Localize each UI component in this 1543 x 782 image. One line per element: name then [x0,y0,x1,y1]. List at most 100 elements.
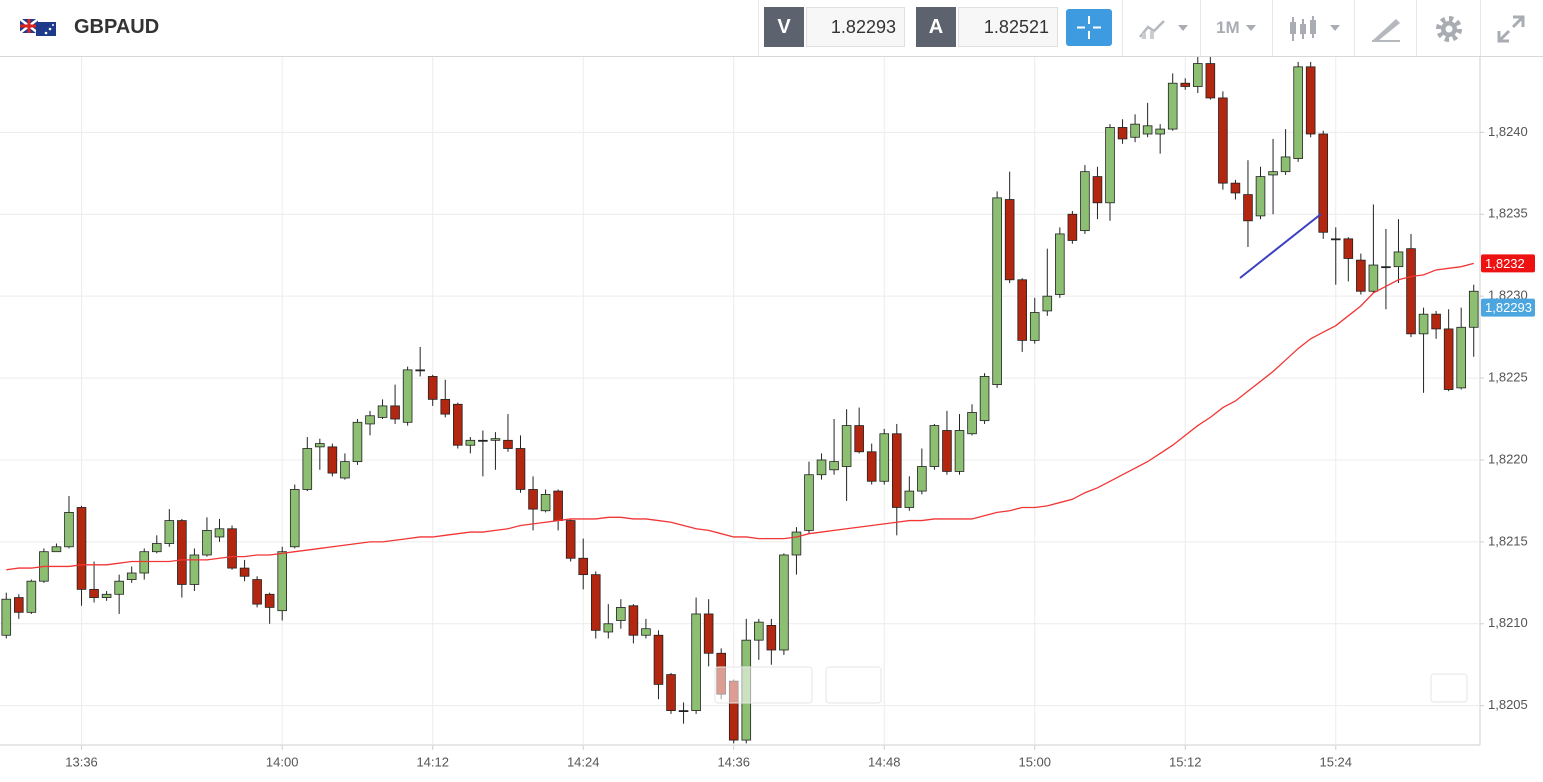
candle-body [1218,97,1228,184]
grid [0,57,1484,750]
candle-body [1130,123,1140,138]
candle-body [415,369,425,372]
y-tick-label: 1,8205 [1488,697,1528,712]
candle-body [528,489,538,510]
candle-body [553,490,563,521]
candle-style-button[interactable] [1288,14,1344,44]
y-tick-label: 1,8215 [1488,533,1528,548]
divider [1480,0,1481,56]
candle-body [992,197,1002,386]
candle-body [678,710,689,712]
candle-body [202,530,212,556]
candle-body [641,628,651,636]
candle-body [315,443,325,448]
candle-body [101,593,112,598]
trend-line-drawing [1239,213,1322,279]
settings-button[interactable] [1434,14,1464,44]
symbol: GBPAUD [74,16,160,38]
candle-body [289,489,300,548]
candle-body [816,459,827,476]
candle-body [904,490,915,508]
candle-body [779,554,789,651]
chart-type-button[interactable] [1138,17,1190,41]
chart: 1,82051,82101,82151,82201,82251,82301,82… [0,57,1535,769]
candle-body [26,580,37,613]
bid-price[interactable]: 1.82293 [806,7,905,47]
y-tick-label: 1,8210 [1488,615,1528,630]
candle-body [302,448,313,490]
candle-body [616,607,626,621]
y-tick-label: 1,8240 [1488,124,1528,139]
candle-body [603,623,614,633]
candle-body [277,551,287,612]
price-marker [1481,298,1535,317]
candle-body [1381,266,1391,269]
candle-body [1142,125,1153,135]
moving-average-line [6,262,1474,571]
candle-body [1017,279,1027,341]
candle-body [1193,63,1203,87]
candle-body [239,567,250,577]
candle-body [478,439,488,442]
crosshair-button[interactable] [1066,9,1112,46]
candle-body [703,613,714,654]
candle-body [1255,176,1266,217]
candle-body [666,674,676,711]
candle-body [979,376,990,422]
overlay-panel [1430,673,1468,703]
draw-tools-button[interactable] [1370,15,1402,43]
divider [1272,0,1273,56]
candle-body [829,461,839,471]
candle-body [1004,199,1015,281]
candle-body [1055,233,1065,295]
divider [758,0,759,56]
x-tick-label: 15:00 [1018,754,1051,769]
ask-label[interactable]: A [916,7,956,47]
candle-body [214,528,225,538]
candle-body [402,369,413,423]
candle-body [1330,238,1341,241]
candle-body [540,493,551,512]
candle-body [1167,82,1178,130]
candle-body [1468,290,1479,328]
candle-body [390,405,400,420]
candle-body [653,634,664,685]
candle-body [453,403,463,446]
candle-body [1293,66,1303,159]
candle-body [854,425,864,453]
x-tick-label: 14:36 [717,754,750,769]
candle-body [126,572,137,580]
timeframe[interactable]: 1M [1216,18,1240,37]
candle-body [377,405,388,418]
candle-body [1456,326,1466,389]
x-tick-label: 14:00 [266,754,299,769]
candle-body [565,520,576,559]
fullscreen-button[interactable] [1496,14,1526,44]
candle-body [1443,328,1454,390]
candle-body [1243,194,1253,222]
candle-body [352,421,363,463]
candle-body [791,531,802,556]
candle-body [942,430,952,472]
x-tick-label: 14:48 [868,754,901,769]
x-tick-label: 13:36 [65,754,98,769]
candle-body [427,376,438,400]
price-marker [1481,254,1535,273]
candle-body [879,433,890,482]
candle-body [465,439,476,446]
candle-body [1042,295,1053,312]
candle-body [1368,264,1379,292]
timeframe-arrow[interactable] [1244,17,1260,37]
candle-body [1431,313,1441,330]
ask-price[interactable]: 1.82521 [958,7,1058,47]
candle-body [1,598,12,636]
candle-body [64,511,74,548]
bid-label[interactable]: V [764,7,804,47]
divider [1200,0,1201,56]
candle-body [227,528,237,569]
candle-body [1080,171,1090,232]
divider [1416,0,1417,56]
flag-icon [20,19,56,36]
candle-body [578,557,589,576]
